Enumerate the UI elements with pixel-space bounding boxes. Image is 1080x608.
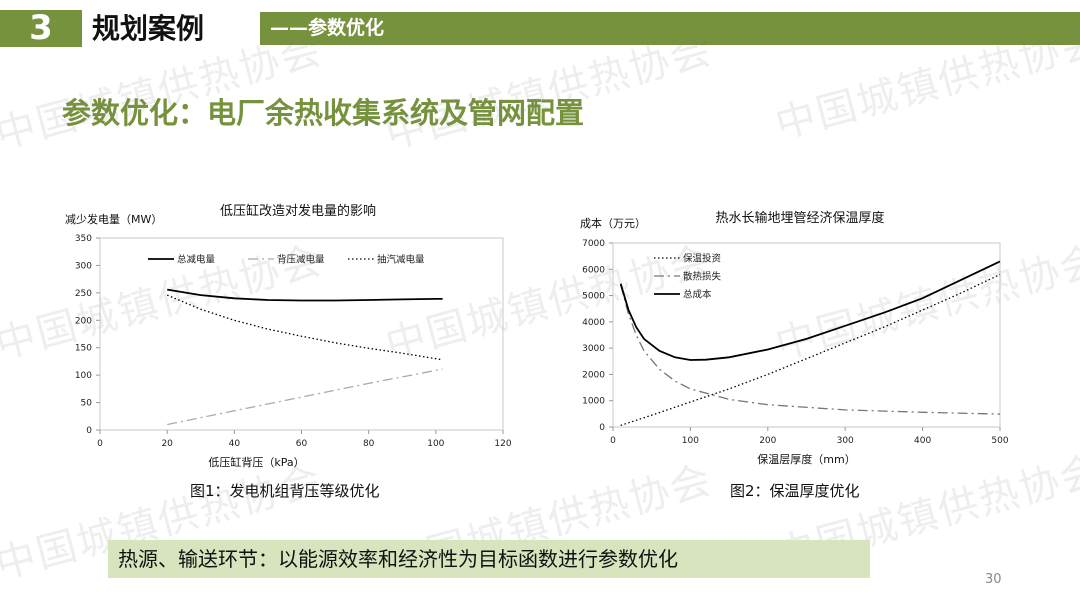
x-tick-label: 40: [229, 439, 241, 449]
y-tick-label: 0: [86, 426, 92, 436]
y-tick-label: 0: [599, 423, 605, 433]
chart-title: 低压缸改造对发电量的影响: [220, 203, 376, 219]
x-axis-label: 低压缸背压（kPa）: [208, 455, 304, 469]
series-line-1: [167, 288, 443, 302]
x-tick-label: 20: [161, 439, 173, 449]
plot-frame: [612, 242, 1001, 428]
x-tick-label: 0: [610, 436, 616, 446]
section-number: 3: [0, 10, 82, 47]
y-axis-label: 减少发电量（MW）: [65, 212, 162, 226]
x-tick-label: 0: [97, 439, 103, 449]
chart-title: 热水长输地埋管经济保温厚度: [715, 210, 884, 226]
legend-label: 总减电量: [177, 254, 216, 266]
x-tick-label: 100: [682, 436, 699, 446]
x-tick-label: 300: [837, 436, 854, 446]
x-tick-label: 200: [759, 436, 776, 446]
y-tick-label: 6000: [582, 265, 605, 275]
section-title: 规划案例: [92, 12, 205, 45]
figure1-caption: 图1：发电机组背压等级优化: [190, 482, 380, 500]
figure2-caption: 图2：保温厚度优化: [730, 482, 860, 500]
y-axis-label: 成本（万元）: [580, 216, 646, 230]
section-subtitle: ——参数优化: [270, 17, 385, 39]
legend-label: 保温投资: [683, 253, 722, 265]
y-tick-label: 150: [75, 344, 92, 354]
legend-label: 背压减电量: [277, 254, 325, 266]
y-tick-label: 1000: [582, 397, 605, 407]
y-tick-label: 7000: [582, 239, 605, 249]
y-tick-label: 2000: [582, 370, 605, 380]
y-tick-label: 100: [75, 371, 92, 381]
page-number: 30: [985, 572, 1002, 587]
x-axis-label: 保温层厚度（mm）: [757, 452, 855, 466]
x-tick-label: 80: [363, 439, 375, 449]
y-tick-label: 5000: [582, 292, 605, 302]
chart-backpressure: 低压缸改造对发电量的影响减少发电量（MW）0501001502002503003…: [65, 203, 512, 469]
x-tick-label: 100: [427, 439, 444, 449]
y-tick-label: 50: [81, 399, 93, 409]
chart-insulation: 热水长输地埋管经济保温厚度成本（万元）010002000300040005000…: [580, 210, 1009, 466]
legend-label: 散热损失: [683, 271, 722, 283]
page-title: 参数优化：电厂余热收集系统及管网配置: [62, 96, 585, 130]
series-line-2: [620, 284, 1001, 415]
plot-frame: [99, 237, 504, 431]
y-tick-label: 350: [75, 234, 92, 244]
header-bar: [260, 12, 1080, 45]
x-tick-label: 120: [494, 439, 511, 449]
conclusion-bar: [108, 540, 870, 578]
x-tick-label: 60: [296, 439, 308, 449]
x-tick-label: 400: [914, 436, 931, 446]
legend-label: 总成本: [683, 289, 712, 301]
series-line-2: [167, 368, 443, 426]
series-line-3: [166, 294, 443, 361]
conclusion-text: 热源、输送环节：以能源效率和经济性为目标函数进行参数优化: [118, 547, 678, 571]
series-line-3: [619, 260, 1001, 361]
y-tick-label: 3000: [582, 344, 605, 354]
y-tick-label: 4000: [582, 318, 605, 328]
series-line-1: [620, 273, 1001, 427]
legend-label: 抽汽减电量: [377, 254, 425, 266]
y-tick-label: 300: [75, 261, 92, 271]
x-tick-label: 500: [991, 436, 1008, 446]
y-tick-label: 200: [75, 316, 92, 326]
y-tick-label: 250: [75, 289, 92, 299]
